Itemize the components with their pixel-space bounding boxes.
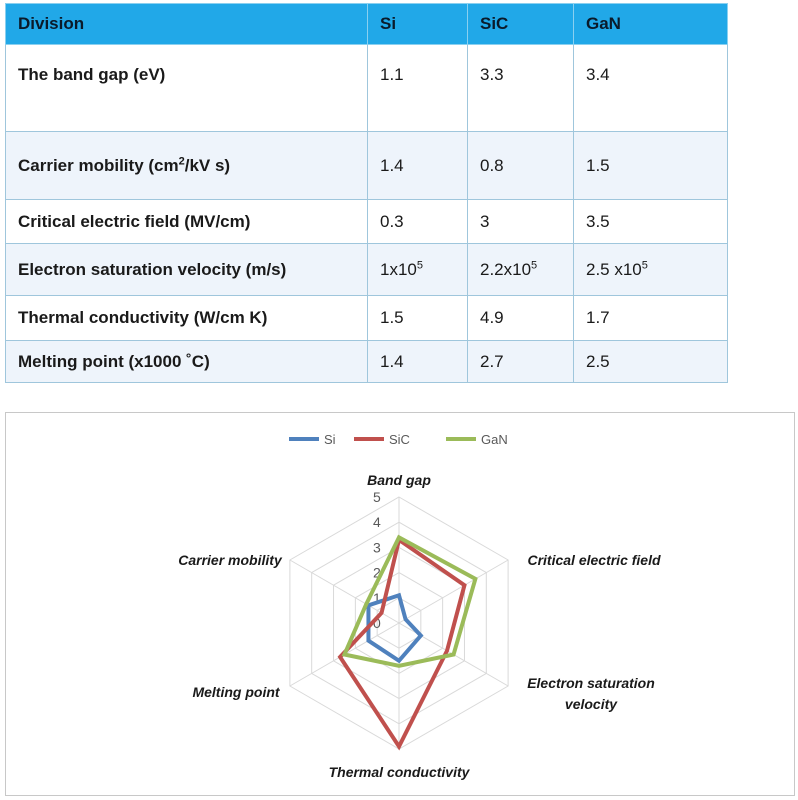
cell-sic: 0.8 <box>467 131 574 200</box>
cell-gan-superscript: 5 <box>641 258 648 271</box>
table-row-melting-point: Melting point (x1000 ˚C) 1.4 2.7 2.5 <box>5 340 728 383</box>
header-si: Si <box>367 3 468 45</box>
row-label: Carrier mobility (cm2/kV s) <box>5 131 368 200</box>
axis-label: Electron saturation velocity <box>527 675 655 712</box>
cell-gan: 2.5 <box>573 340 728 383</box>
series-line-si <box>366 592 424 664</box>
cell-sic: 2.2x105 <box>467 243 574 296</box>
radar-chart-frame: 0 1 2 3 4 5 Band gap Critical electric field Ele… <box>5 412 795 796</box>
legend-label-sic: SiC <box>389 432 410 447</box>
cell-sic: 3 <box>467 199 574 244</box>
axis-label: Carrier mobility <box>178 552 283 568</box>
row-label: Melting point (x1000 ˚C) <box>5 340 368 383</box>
properties-table-wrapper: Division Si SiC GaN The band gap (eV) 1.… <box>5 3 728 383</box>
legend-label-gan: GaN <box>481 432 508 447</box>
table-row-carrier-mobility: Carrier mobility (cm2/kV s) 1.4 0.8 1.5 <box>5 131 728 200</box>
row-label: Thermal conductivity (W/cm K) <box>5 295 368 341</box>
cell-si-superscript: 5 <box>416 258 423 271</box>
cell-gan-base: 2.5 x10 <box>586 259 642 279</box>
table-row-saturation-velocity: Electron saturation velocity (m/s) 1x105… <box>5 243 728 296</box>
cell-sic: 3.3 <box>467 44 574 132</box>
cell-si: 0.3 <box>367 199 468 244</box>
tick-label: 2 <box>373 565 381 581</box>
table-row-thermal-conductivity: Thermal conductivity (W/cm K) 1.5 4.9 1.… <box>5 295 728 341</box>
series-line-sic <box>337 536 467 751</box>
legend-label-si: Si <box>324 432 336 447</box>
cell-gan: 3.5 <box>573 199 728 244</box>
tick-label: 4 <box>373 514 381 530</box>
cell-si-base: 1x10 <box>380 259 417 279</box>
tick-label: 1 <box>373 590 381 606</box>
header-sic: SiC <box>467 3 574 45</box>
header-division: Division <box>5 3 368 45</box>
cell-sic-base: 2.2x10 <box>480 259 532 279</box>
tick-label: 0 <box>373 615 381 631</box>
tick-label: 5 <box>373 489 381 505</box>
axis-label: Critical electric field <box>527 552 661 568</box>
semiconductor-properties-table: Division Si SiC GaN The band gap (eV) 1.… <box>5 3 728 383</box>
row-label: The band gap (eV) <box>5 44 368 132</box>
cell-si: 1.4 <box>367 131 468 200</box>
cell-si: 1.4 <box>367 340 468 383</box>
cell-gan: 3.4 <box>573 44 728 132</box>
cell-sic: 2.7 <box>467 340 574 383</box>
cell-si: 1.5 <box>367 295 468 341</box>
row-label-base: Carrier mobility (cm <box>18 155 179 175</box>
table-row-critical-field: Critical electric field (MV/cm) 0.3 3 3.… <box>5 199 728 244</box>
series-line-gan <box>341 534 478 668</box>
row-label: Electron saturation velocity (m/s) <box>5 243 368 296</box>
cell-si: 1x105 <box>367 243 468 296</box>
header-gan: GaN <box>573 3 728 45</box>
cell-sic-superscript: 5 <box>531 258 538 271</box>
row-label-superscript: 2 <box>178 154 185 167</box>
cell-si: 1.1 <box>367 44 468 132</box>
cell-gan: 1.7 <box>573 295 728 341</box>
axis-spoke <box>398 559 509 624</box>
cell-sic: 4.9 <box>467 295 574 341</box>
row-label-tail: /kV s) <box>184 155 231 175</box>
axis-label: Thermal conductivity <box>329 764 471 780</box>
cell-gan: 2.5 x105 <box>573 243 728 296</box>
axis-label: Band gap <box>367 472 431 488</box>
table-header-row: Division Si SiC GaN <box>5 3 728 45</box>
row-label: Critical electric field (MV/cm) <box>5 199 368 244</box>
tick-label: 3 <box>373 539 381 555</box>
cell-gan: 1.5 <box>573 131 728 200</box>
axis-label: Melting point <box>192 684 280 700</box>
table-row-band-gap: The band gap (eV) 1.1 3.3 3.4 <box>5 44 728 132</box>
